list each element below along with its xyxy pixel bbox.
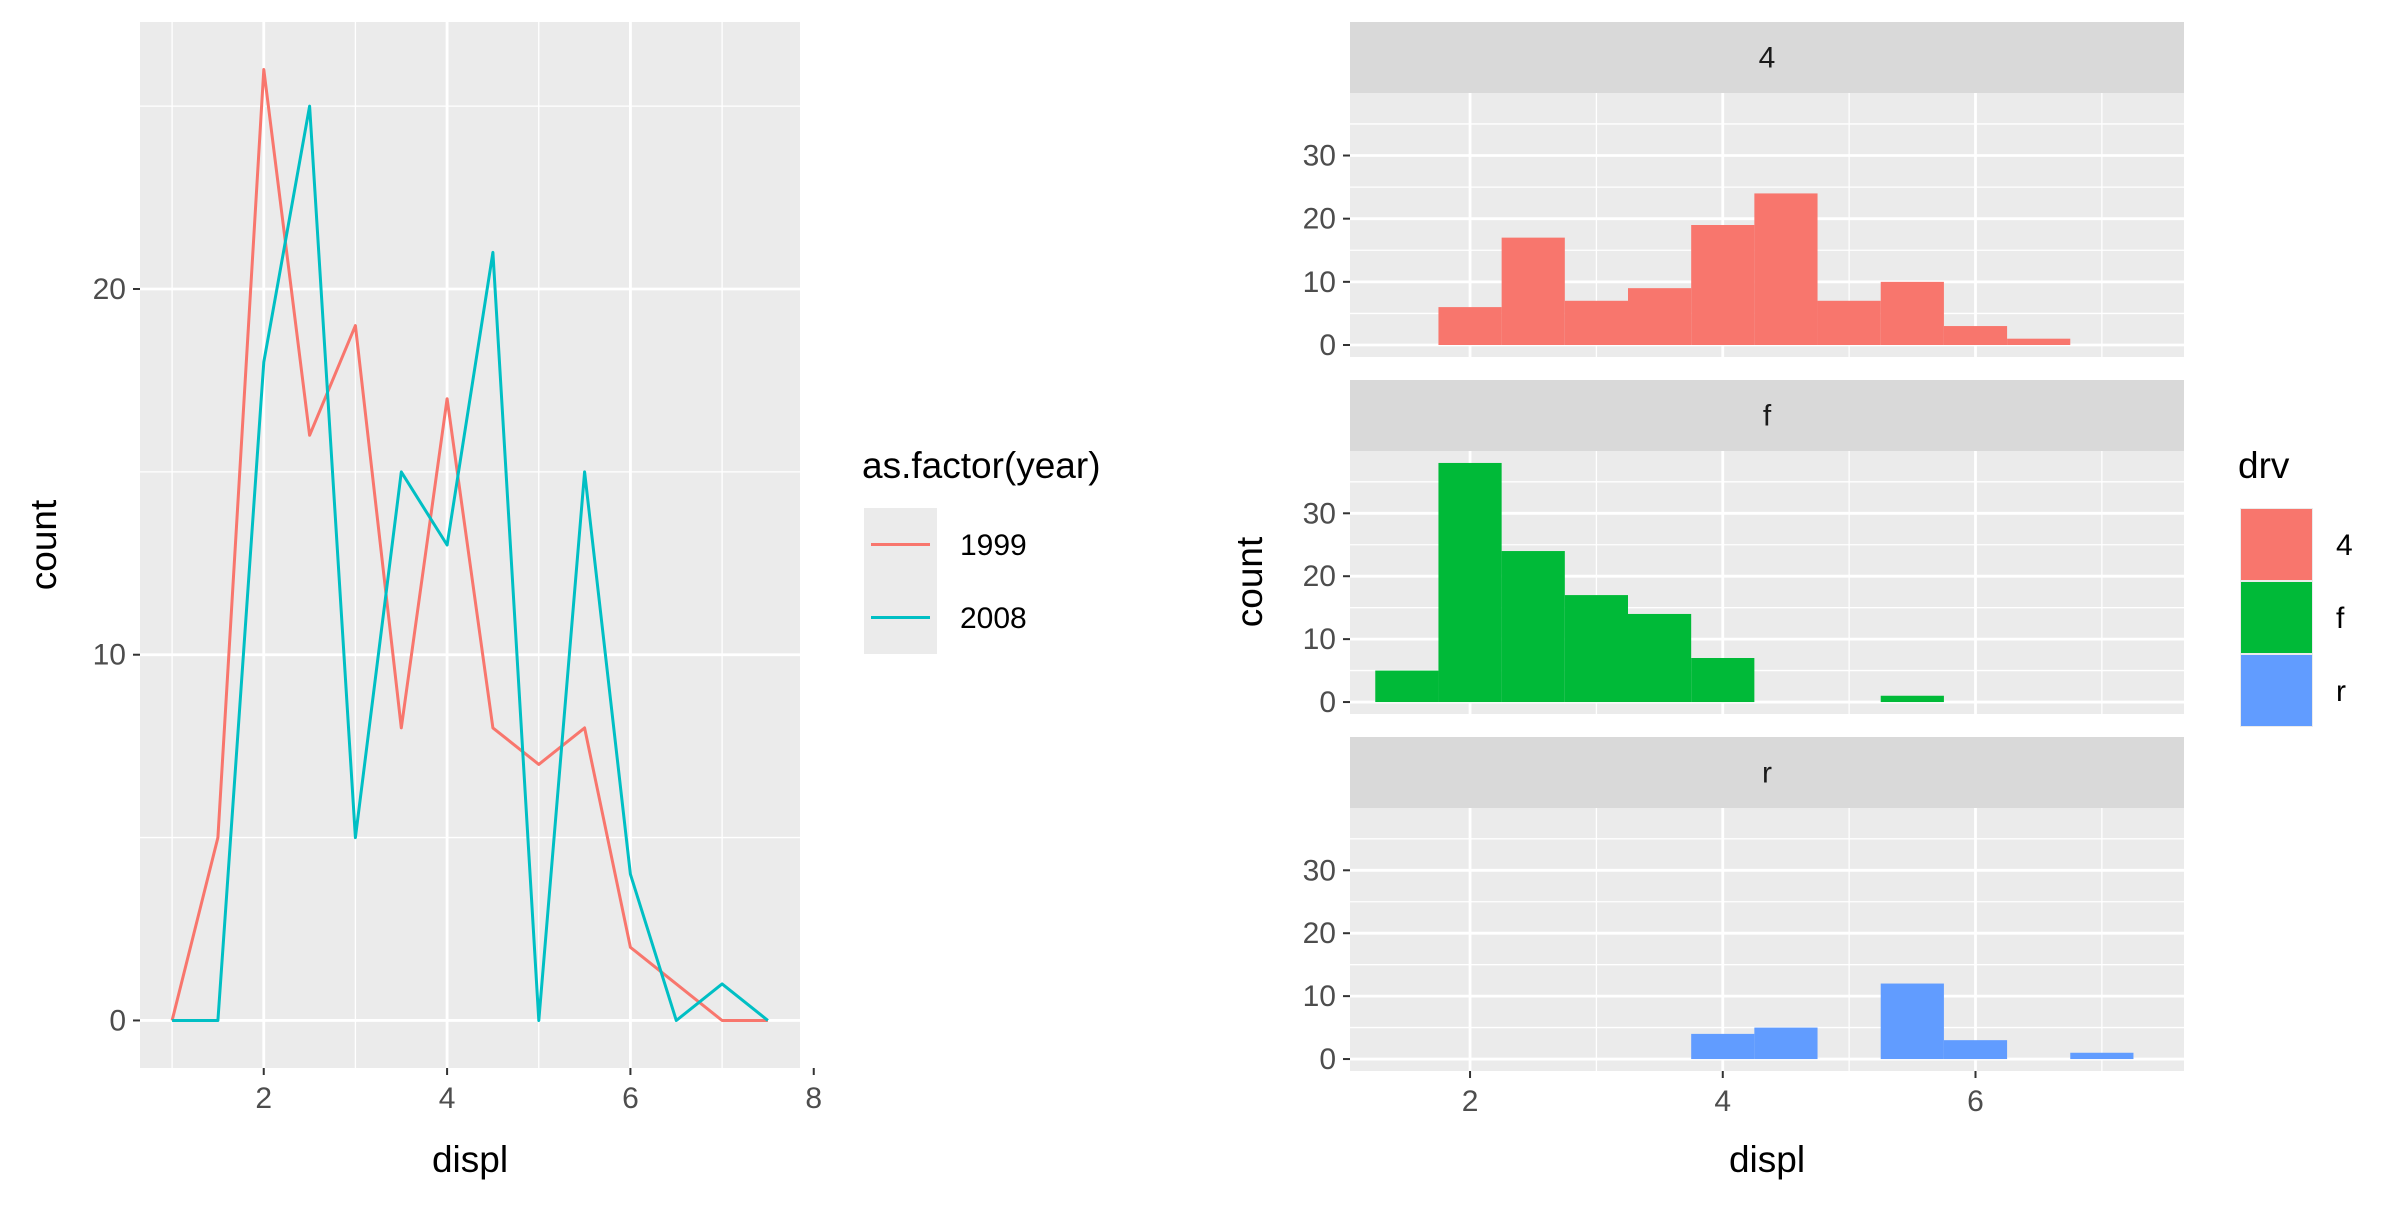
legend-title: drv [2238, 445, 2290, 486]
facet-strip-label: 4 [1759, 42, 1776, 75]
y-tick-label: 10 [1303, 266, 1336, 299]
y-tick-label: 10 [93, 639, 126, 672]
histogram-bar-4 [1817, 300, 1881, 345]
legend-swatch-f [2241, 582, 2312, 653]
histogram-bar-4 [1880, 281, 1944, 345]
series-line-1999 [170, 68, 768, 1022]
facet-strip [1350, 737, 2184, 808]
y-tick-label: 20 [1303, 203, 1336, 236]
x-tick-label: 8 [805, 1082, 822, 1115]
histogram-bar-4 [1943, 326, 2008, 345]
y-tick-label: 20 [1303, 560, 1336, 593]
x-tick-label: 6 [1967, 1085, 1984, 1118]
legend-swatch-r [2241, 655, 2312, 726]
histogram-bar-4 [1628, 288, 1692, 345]
x-tick-label: 4 [1714, 1085, 1731, 1118]
histogram-bar-4 [2007, 338, 2071, 345]
histogram-bar-f [1880, 695, 1944, 703]
x-tick-label: 2 [1462, 1085, 1479, 1118]
y-tick-label: 30 [1303, 854, 1336, 887]
y-tick-label: 10 [1303, 623, 1336, 656]
histogram-bar-f [1375, 670, 1439, 703]
y-tick-label: 20 [93, 273, 126, 306]
panel-background [140, 22, 800, 1068]
histogram-bar-f [1501, 551, 1565, 703]
facet-strip-label: f [1763, 400, 1772, 433]
facet-strip-label: r [1762, 757, 1772, 790]
y-tick-label: 0 [109, 1004, 126, 1037]
y-tick-label: 30 [1303, 140, 1336, 173]
facet-strip [1350, 380, 2184, 451]
x-axis-title: displ [1729, 1139, 1805, 1180]
x-tick-label: 6 [622, 1082, 639, 1115]
x-tick-label: 2 [255, 1082, 272, 1115]
histogram-bar-4 [1691, 225, 1755, 345]
histogram-bar-f [1628, 613, 1692, 703]
y-tick-label: 10 [1303, 980, 1336, 1013]
histogram-bar-f [1691, 658, 1755, 703]
histogram-bar-r [1880, 983, 1944, 1060]
histogram-bar-f [1564, 595, 1628, 703]
legend-swatch-4 [2241, 509, 2312, 580]
legend-label: r [2336, 675, 2346, 708]
histogram-bar-r [1691, 1033, 1755, 1060]
y-axis-title: count [1229, 536, 1270, 627]
legend-label: 1999 [960, 529, 1027, 562]
legend-label: 2008 [960, 602, 1027, 635]
y-tick-label: 20 [1303, 917, 1336, 950]
x-tick-label: 4 [439, 1082, 456, 1115]
y-tick-label: 0 [1319, 1043, 1336, 1076]
histogram-bar-r [1943, 1040, 2008, 1060]
histogram-bar-4 [1754, 193, 1818, 345]
histogram-bar-r [2070, 1052, 2134, 1060]
y-tick-label: 0 [1319, 686, 1336, 719]
histogram-bar-4 [1438, 307, 1502, 345]
facet-strip [1350, 22, 2184, 93]
series-line-2008 [172, 104, 769, 1022]
legend-label: f [2336, 602, 2345, 635]
histogram-bar-f [1438, 462, 1502, 703]
y-axis-title: count [23, 499, 64, 590]
y-tick-label: 0 [1319, 329, 1336, 362]
y-tick-label: 30 [1303, 497, 1336, 530]
histogram-bar-r [1754, 1027, 1818, 1060]
legend-label: 4 [2336, 529, 2353, 562]
x-axis-title: displ [432, 1139, 508, 1180]
histogram-bar-4 [1564, 300, 1628, 345]
histogram-bar-4 [1501, 237, 1565, 345]
legend-title: as.factor(year) [862, 445, 1101, 486]
